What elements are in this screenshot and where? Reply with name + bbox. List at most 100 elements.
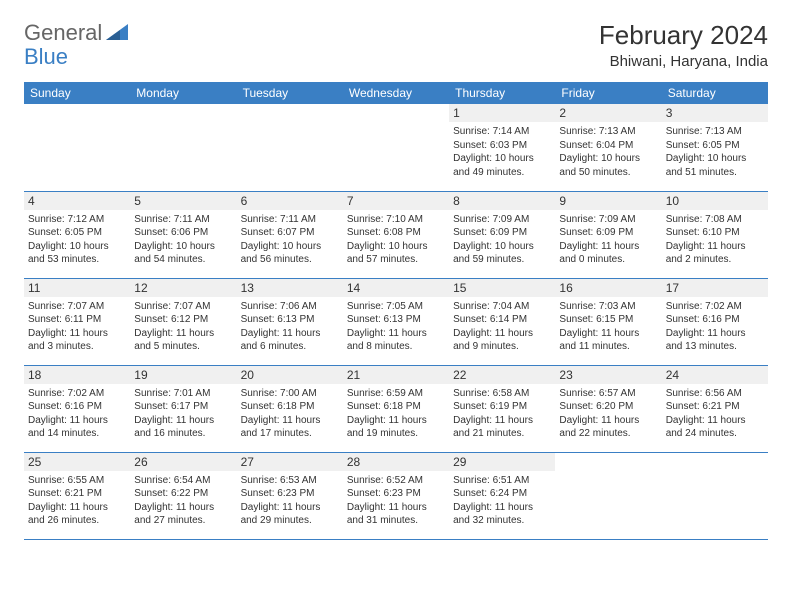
day-number: 16 <box>555 279 661 297</box>
calendar-cell: 13Sunrise: 7:06 AMSunset: 6:13 PMDayligh… <box>237 278 343 364</box>
day-info: Sunrise: 6:58 AMSunset: 6:19 PMDaylight:… <box>453 387 551 441</box>
day-info: Sunrise: 6:52 AMSunset: 6:23 PMDaylight:… <box>347 474 445 528</box>
calendar-cell <box>662 452 768 538</box>
day-header: Saturday <box>662 82 768 104</box>
day-number: 2 <box>555 104 661 122</box>
day-info: Sunrise: 6:53 AMSunset: 6:23 PMDaylight:… <box>241 474 339 528</box>
day-info: Sunrise: 7:00 AMSunset: 6:18 PMDaylight:… <box>241 387 339 441</box>
day-info: Sunrise: 7:07 AMSunset: 6:11 PMDaylight:… <box>28 300 126 354</box>
day-number: 21 <box>343 366 449 384</box>
day-number: 28 <box>343 453 449 471</box>
calendar-cell: 1 Sunrise: 7:14 AMSunset: 6:03 PMDaylight… <box>449 104 555 190</box>
day-number: 11 <box>24 279 130 297</box>
day-info: Sunrise: 6:54 AMSunset: 6:22 PMDaylight:… <box>134 474 232 528</box>
calendar-cell: 19 Sunrise: 7:01 AMSunset: 6:17 PMDayligh… <box>130 365 236 451</box>
day-number: 17 <box>662 279 768 297</box>
day-number: 24 <box>662 366 768 384</box>
calendar-cell: 22 Sunrise: 6:58 AMSunset: 6:19 PMDayligh… <box>449 365 555 451</box>
calendar-cell <box>343 104 449 190</box>
day-info: Sunrise: 7:02 AMSunset: 6:16 PMDaylight:… <box>666 300 764 354</box>
day-number: 6 <box>237 192 343 210</box>
calendar-cell: 20 Sunrise: 7:00 AMSunset: 6:18 PMDayligh… <box>237 365 343 451</box>
calendar-cell: 10 Sunrise: 7:08 AMSunset: 6:10 PMDayligh… <box>662 191 768 277</box>
day-info: Sunrise: 7:01 AMSunset: 6:17 PMDaylight:… <box>134 387 232 441</box>
calendar-cell: 23 Sunrise: 6:57 AMSunset: 6:20 PMDayligh… <box>555 365 661 451</box>
calendar-cell: 3 Sunrise: 7:13 AMSunset: 6:05 PMDaylight… <box>662 104 768 190</box>
day-info: Sunrise: 6:59 AMSunset: 6:18 PMDaylight:… <box>347 387 445 441</box>
calendar-cell: 4Sunrise: 7:12 AMSunset: 6:05 PMDaylight… <box>24 191 130 277</box>
calendar-week-row: 11 Sunrise: 7:07 AMSunset: 6:11 PMDayligh… <box>24 278 768 364</box>
day-header-row: Sunday Monday Tuesday Wednesday Thursday… <box>24 82 768 104</box>
day-number: 18 <box>24 366 130 384</box>
calendar-cell: 11 Sunrise: 7:07 AMSunset: 6:11 PMDayligh… <box>24 278 130 364</box>
day-info: Sunrise: 7:10 AMSunset: 6:08 PMDaylight:… <box>347 213 445 267</box>
day-info: Sunrise: 7:03 AMSunset: 6:15 PMDaylight:… <box>559 300 657 354</box>
calendar-week-row: 25 Sunrise: 6:55 AMSunset: 6:21 PMDayligh… <box>24 452 768 538</box>
day-number: 1 <box>449 104 555 122</box>
logo-text-2: Blue <box>24 44 68 70</box>
day-info: Sunrise: 7:09 AMSunset: 6:09 PMDaylight:… <box>453 213 551 267</box>
location: Bhiwani, Haryana, India <box>599 53 768 70</box>
day-number: 3 <box>662 104 768 122</box>
header: General February 2024 Bhiwani, Haryana, … <box>24 20 768 70</box>
day-info: Sunrise: 6:57 AMSunset: 6:20 PMDaylight:… <box>559 387 657 441</box>
calendar-week-row: 1 Sunrise: 7:14 AMSunset: 6:03 PMDaylight… <box>24 104 768 190</box>
calendar-table: Sunday Monday Tuesday Wednesday Thursday… <box>24 82 768 540</box>
day-info: Sunrise: 7:14 AMSunset: 6:03 PMDaylight:… <box>453 125 551 179</box>
day-info: Sunrise: 6:56 AMSunset: 6:21 PMDaylight:… <box>666 387 764 441</box>
day-number: 9 <box>555 192 661 210</box>
day-number: 8 <box>449 192 555 210</box>
calendar-cell: 12Sunrise: 7:07 AMSunset: 6:12 PMDayligh… <box>130 278 236 364</box>
calendar-cell <box>555 452 661 538</box>
calendar-cell: 27 Sunrise: 6:53 AMSunset: 6:23 PMDayligh… <box>237 452 343 538</box>
calendar-cell: 7 Sunrise: 7:10 AMSunset: 6:08 PMDaylight… <box>343 191 449 277</box>
day-info: Sunrise: 7:13 AMSunset: 6:05 PMDaylight:… <box>666 125 764 179</box>
calendar-cell: 28 Sunrise: 6:52 AMSunset: 6:23 PMDayligh… <box>343 452 449 538</box>
day-header: Wednesday <box>343 82 449 104</box>
day-number: 20 <box>237 366 343 384</box>
day-number: 25 <box>24 453 130 471</box>
day-number: 10 <box>662 192 768 210</box>
day-number: 14 <box>343 279 449 297</box>
calendar-cell: 29 Sunrise: 6:51 AMSunset: 6:24 PMDayligh… <box>449 452 555 538</box>
calendar-cell: 26Sunrise: 6:54 AMSunset: 6:22 PMDayligh… <box>130 452 236 538</box>
day-number: 5 <box>130 192 236 210</box>
day-number: 22 <box>449 366 555 384</box>
calendar-cell: 6 Sunrise: 7:11 AMSunset: 6:07 PMDaylight… <box>237 191 343 277</box>
day-header: Thursday <box>449 82 555 104</box>
title-block: February 2024 Bhiwani, Haryana, India <box>599 20 768 70</box>
day-header: Tuesday <box>237 82 343 104</box>
day-number: 19 <box>130 366 236 384</box>
calendar-cell <box>130 104 236 190</box>
day-info: Sunrise: 7:11 AMSunset: 6:06 PMDaylight:… <box>134 213 232 267</box>
day-header: Sunday <box>24 82 130 104</box>
row-separator <box>24 538 768 539</box>
calendar-week-row: 4Sunrise: 7:12 AMSunset: 6:05 PMDaylight… <box>24 191 768 277</box>
day-number: 4 <box>24 192 130 210</box>
day-info: Sunrise: 6:55 AMSunset: 6:21 PMDaylight:… <box>28 474 126 528</box>
calendar-cell: 24 Sunrise: 6:56 AMSunset: 6:21 PMDayligh… <box>662 365 768 451</box>
day-number: 13 <box>237 279 343 297</box>
logo: General <box>24 20 130 46</box>
calendar-cell: 2Sunrise: 7:13 AMSunset: 6:04 PMDaylight… <box>555 104 661 190</box>
day-info: Sunrise: 7:11 AMSunset: 6:07 PMDaylight:… <box>241 213 339 267</box>
day-info: Sunrise: 7:09 AMSunset: 6:09 PMDaylight:… <box>559 213 657 267</box>
calendar-cell <box>237 104 343 190</box>
calendar-week-row: 18Sunrise: 7:02 AMSunset: 6:16 PMDayligh… <box>24 365 768 451</box>
day-info: Sunrise: 7:07 AMSunset: 6:12 PMDaylight:… <box>134 300 232 354</box>
day-header: Friday <box>555 82 661 104</box>
calendar-cell: 14Sunrise: 7:05 AMSunset: 6:13 PMDayligh… <box>343 278 449 364</box>
calendar-cell: 17 Sunrise: 7:02 AMSunset: 6:16 PMDayligh… <box>662 278 768 364</box>
day-info: Sunrise: 7:04 AMSunset: 6:14 PMDaylight:… <box>453 300 551 354</box>
calendar-cell: 9 Sunrise: 7:09 AMSunset: 6:09 PMDaylight… <box>555 191 661 277</box>
calendar-cell <box>24 104 130 190</box>
day-number: 23 <box>555 366 661 384</box>
day-number: 7 <box>343 192 449 210</box>
calendar-cell: 18Sunrise: 7:02 AMSunset: 6:16 PMDayligh… <box>24 365 130 451</box>
month-title: February 2024 <box>599 20 768 51</box>
day-number: 29 <box>449 453 555 471</box>
day-number: 27 <box>237 453 343 471</box>
day-info: Sunrise: 6:51 AMSunset: 6:24 PMDaylight:… <box>453 474 551 528</box>
calendar-body: 1 Sunrise: 7:14 AMSunset: 6:03 PMDaylight… <box>24 104 768 539</box>
day-info: Sunrise: 7:08 AMSunset: 6:10 PMDaylight:… <box>666 213 764 267</box>
